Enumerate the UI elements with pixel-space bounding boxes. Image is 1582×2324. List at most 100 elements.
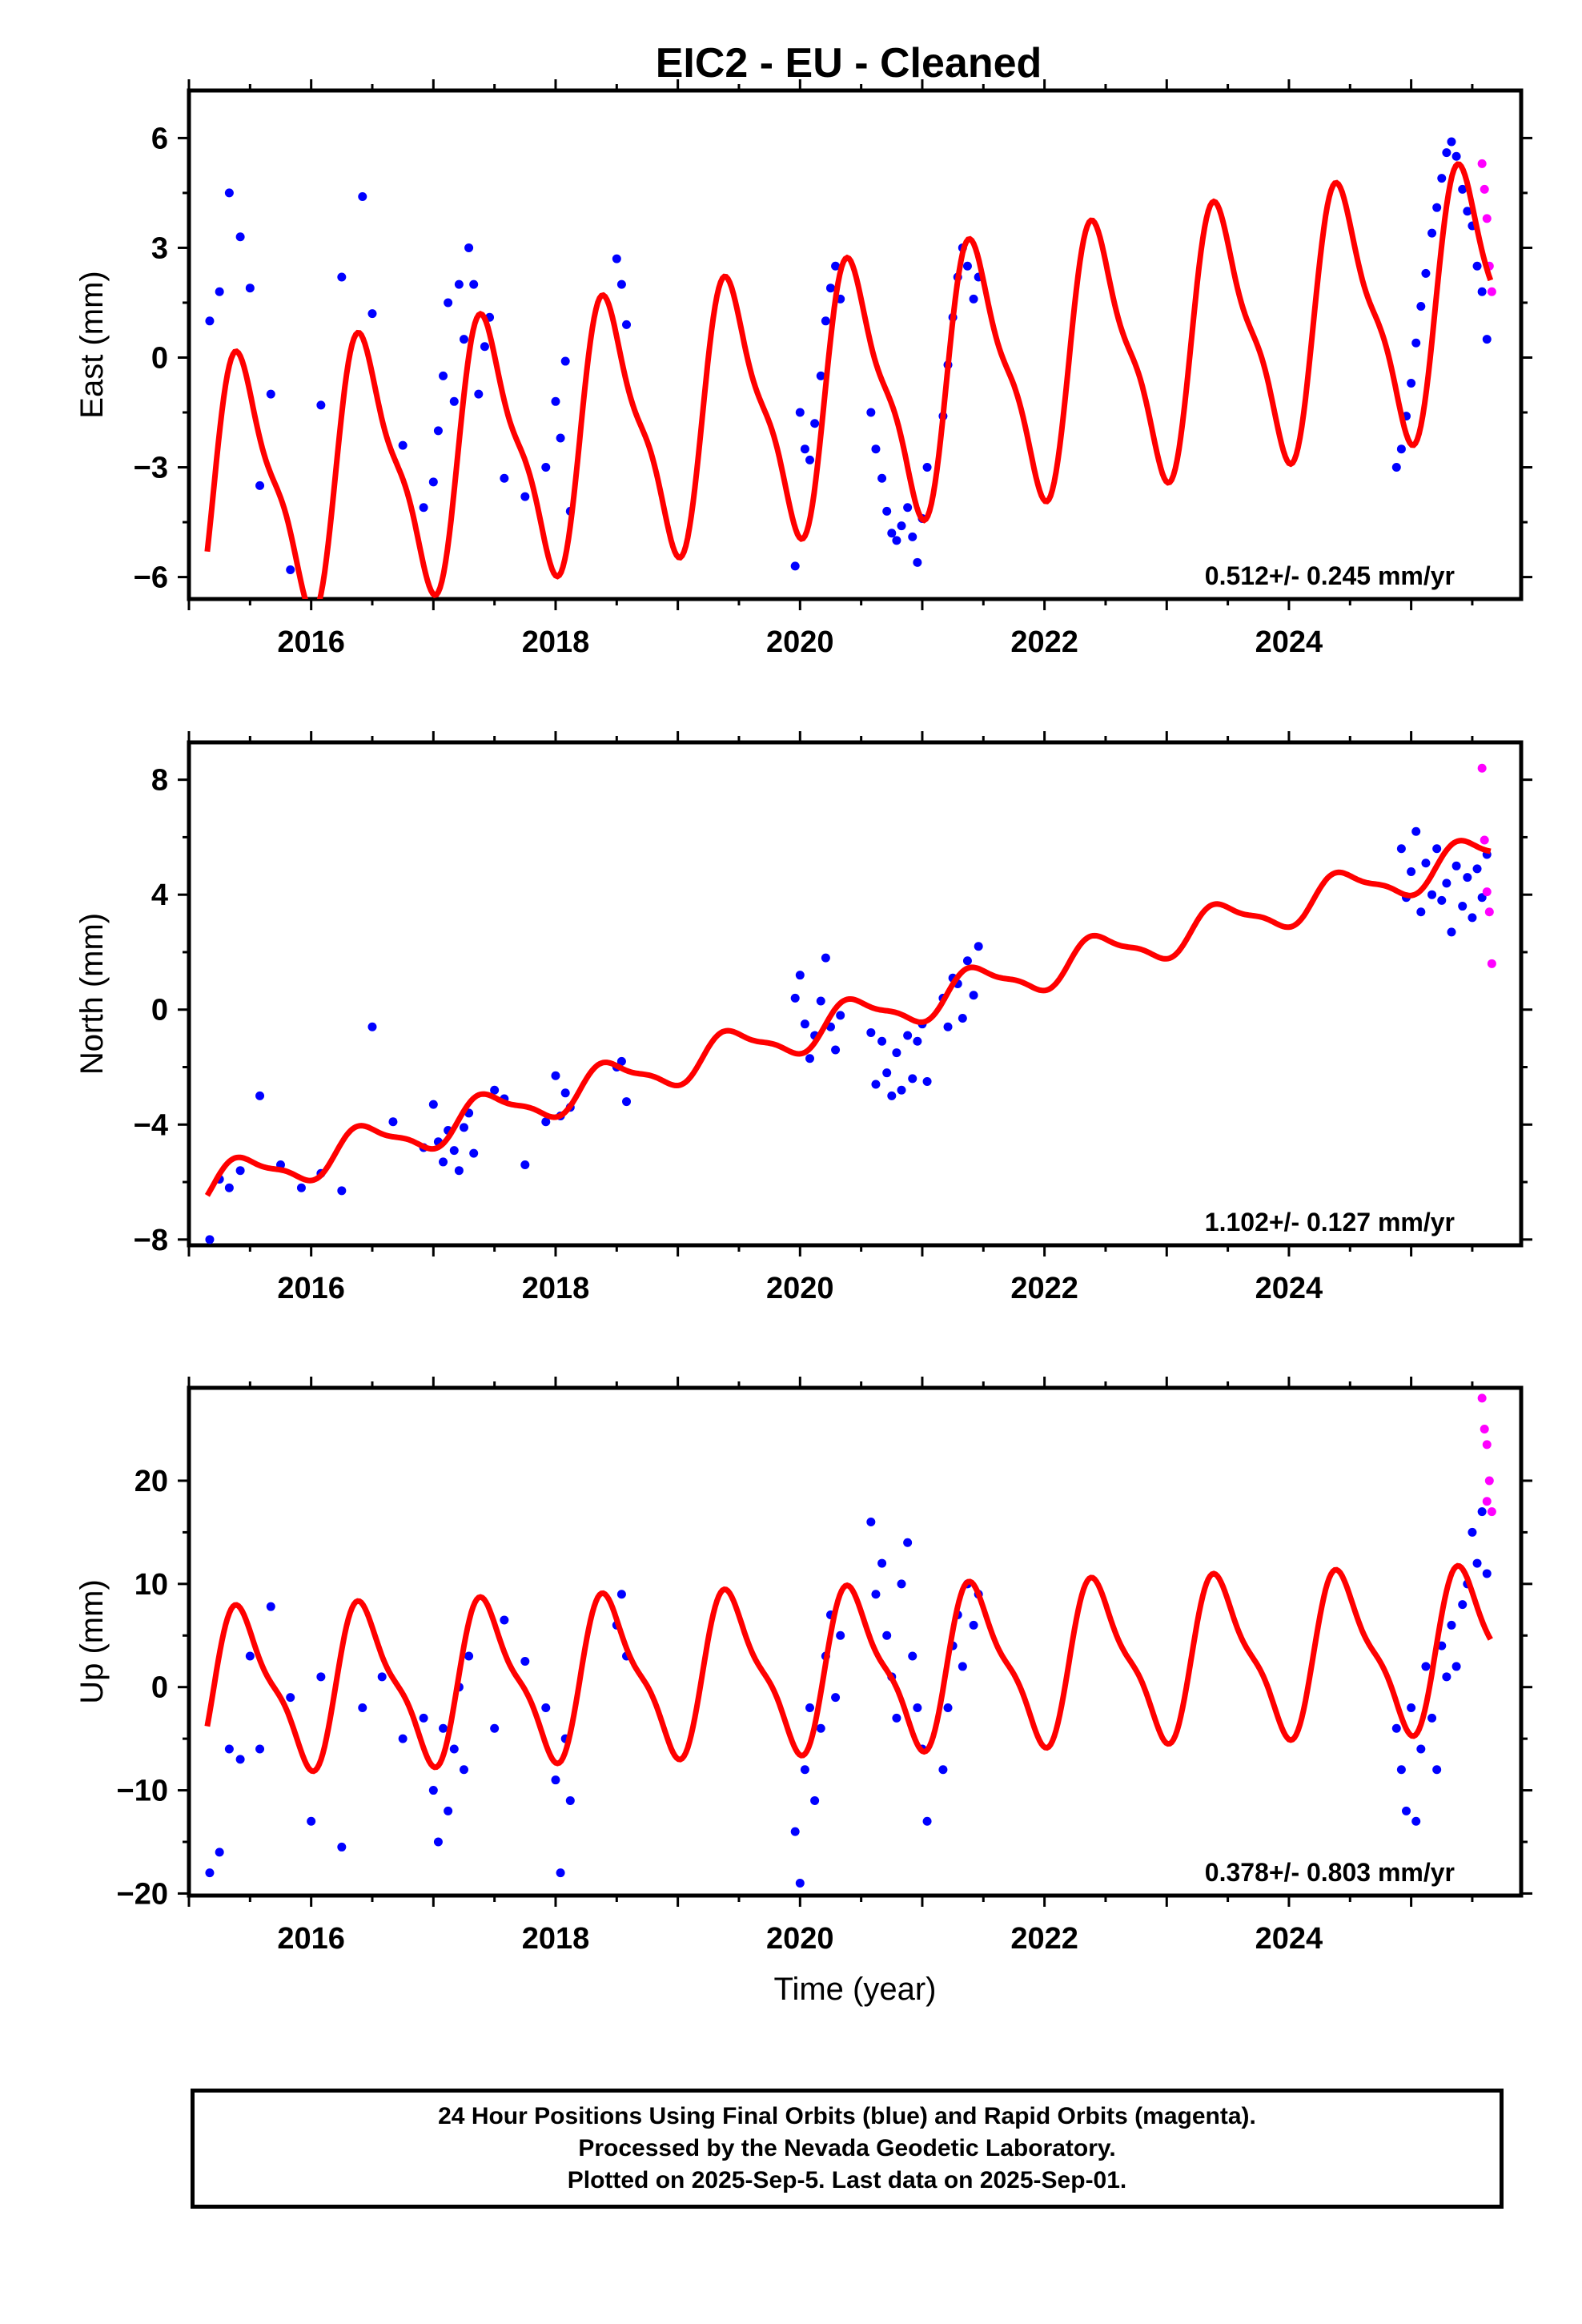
- data-point: [908, 1651, 917, 1661]
- data-point: [816, 1723, 825, 1733]
- model-fit-line: [204, 838, 1492, 1197]
- data-point: [1463, 207, 1472, 216]
- data-point: [1487, 287, 1496, 296]
- data-point: [1477, 763, 1487, 773]
- final-orbit-points: [205, 826, 1492, 1244]
- data-point: [805, 1054, 815, 1063]
- data-point: [439, 1157, 448, 1167]
- data-point: [469, 1148, 479, 1158]
- data-point: [612, 254, 621, 263]
- data-point: [622, 1097, 632, 1107]
- data-point: [795, 408, 805, 417]
- data-point: [871, 444, 881, 454]
- data-point: [1452, 861, 1461, 870]
- data-point: [215, 1848, 224, 1857]
- data-point: [805, 1703, 815, 1712]
- data-point: [969, 294, 978, 304]
- data-point: [1416, 302, 1426, 312]
- model-fit-line: [204, 161, 1494, 599]
- y-axis-label: North (mm): [74, 913, 110, 1075]
- data-point: [1482, 887, 1492, 897]
- data-point: [1458, 902, 1468, 911]
- data-point: [464, 243, 474, 252]
- y-tick-label: 20: [135, 1465, 168, 1498]
- y-tick-label: −4: [134, 1108, 168, 1142]
- data-point: [1463, 873, 1472, 883]
- data-point: [897, 521, 906, 531]
- data-point: [866, 1518, 876, 1527]
- footer-line-2: Processed by the Nevada Geodetic Laborat…: [578, 2135, 1116, 2161]
- data-point: [266, 1602, 275, 1611]
- panel-up: 2016 2018 2020 2022 2024 20 10 0 −10 −20 Up (mm) Ti…: [74, 1377, 1532, 2007]
- data-point: [1447, 927, 1456, 937]
- data-point: [1477, 893, 1487, 903]
- data-point: [1427, 228, 1437, 238]
- data-point: [520, 1160, 530, 1170]
- data-point: [454, 1166, 464, 1176]
- x-tick-label: 2018: [522, 1272, 590, 1305]
- footer-box: 24 Hour Positions Using Final Orbits (bl…: [191, 2089, 1504, 2209]
- data-point: [419, 503, 428, 513]
- data-point: [974, 942, 983, 951]
- x-tick-label: 2018: [522, 625, 590, 659]
- data-point: [903, 1031, 913, 1040]
- data-point: [286, 565, 295, 574]
- data-point: [474, 389, 484, 399]
- data-point: [866, 1027, 876, 1037]
- x-axis-label: Time (year): [774, 1972, 937, 2007]
- data-point: [255, 1744, 265, 1754]
- data-point: [337, 272, 347, 282]
- data-point: [459, 335, 468, 344]
- data-point: [560, 1088, 570, 1098]
- data-point: [969, 1620, 978, 1630]
- data-point: [831, 261, 841, 271]
- x-tick-label: 2022: [1010, 625, 1078, 659]
- data-point: [816, 996, 825, 1006]
- data-point: [1396, 1765, 1406, 1775]
- velocity-rate-label: 1.102+/- 0.127 mm/yr: [1205, 1208, 1455, 1236]
- x-tick-label: 2018: [522, 1922, 590, 1956]
- chart-title: EIC2 - EU - Cleaned: [656, 40, 1042, 86]
- data-point: [205, 1868, 215, 1878]
- data-point: [800, 444, 809, 454]
- data-point: [882, 1068, 892, 1078]
- data-point: [449, 1744, 459, 1754]
- rapid-orbit-points: [1477, 1393, 1496, 1517]
- data-point: [1480, 835, 1489, 845]
- data-point: [903, 503, 913, 513]
- data-point: [1421, 268, 1431, 278]
- data-point: [398, 1734, 408, 1743]
- data-point: [1442, 1672, 1452, 1682]
- data-point: [428, 1786, 438, 1795]
- data-point: [205, 1235, 215, 1244]
- y-tick-label: −8: [134, 1224, 168, 1257]
- data-point: [1472, 864, 1482, 874]
- data-point: [556, 1868, 565, 1878]
- data-point: [1482, 214, 1492, 223]
- data-point: [439, 371, 448, 380]
- data-point: [224, 1183, 234, 1192]
- y-axis-label: Up (mm): [74, 1579, 110, 1704]
- x-tick-label: 2020: [766, 1272, 834, 1305]
- y-axis-label: East (mm): [74, 271, 110, 418]
- data-point: [908, 532, 917, 541]
- data-point: [1487, 1507, 1496, 1517]
- data-point: [800, 1765, 809, 1775]
- data-point: [795, 1879, 805, 1888]
- data-point: [1477, 1393, 1487, 1403]
- data-point: [1472, 261, 1482, 271]
- data-point: [962, 261, 972, 271]
- data-point: [433, 426, 443, 436]
- data-point: [616, 1056, 626, 1066]
- data-point: [866, 408, 876, 417]
- data-point: [1391, 1723, 1401, 1733]
- data-point: [454, 279, 464, 289]
- data-point: [1480, 184, 1489, 194]
- data-point: [1472, 1558, 1482, 1568]
- data-point: [469, 279, 479, 289]
- data-point: [800, 1019, 809, 1029]
- data-point: [1480, 1425, 1489, 1434]
- data-point: [541, 1703, 551, 1712]
- data-point: [377, 1672, 387, 1682]
- x-tick-label: 2020: [766, 1922, 834, 1956]
